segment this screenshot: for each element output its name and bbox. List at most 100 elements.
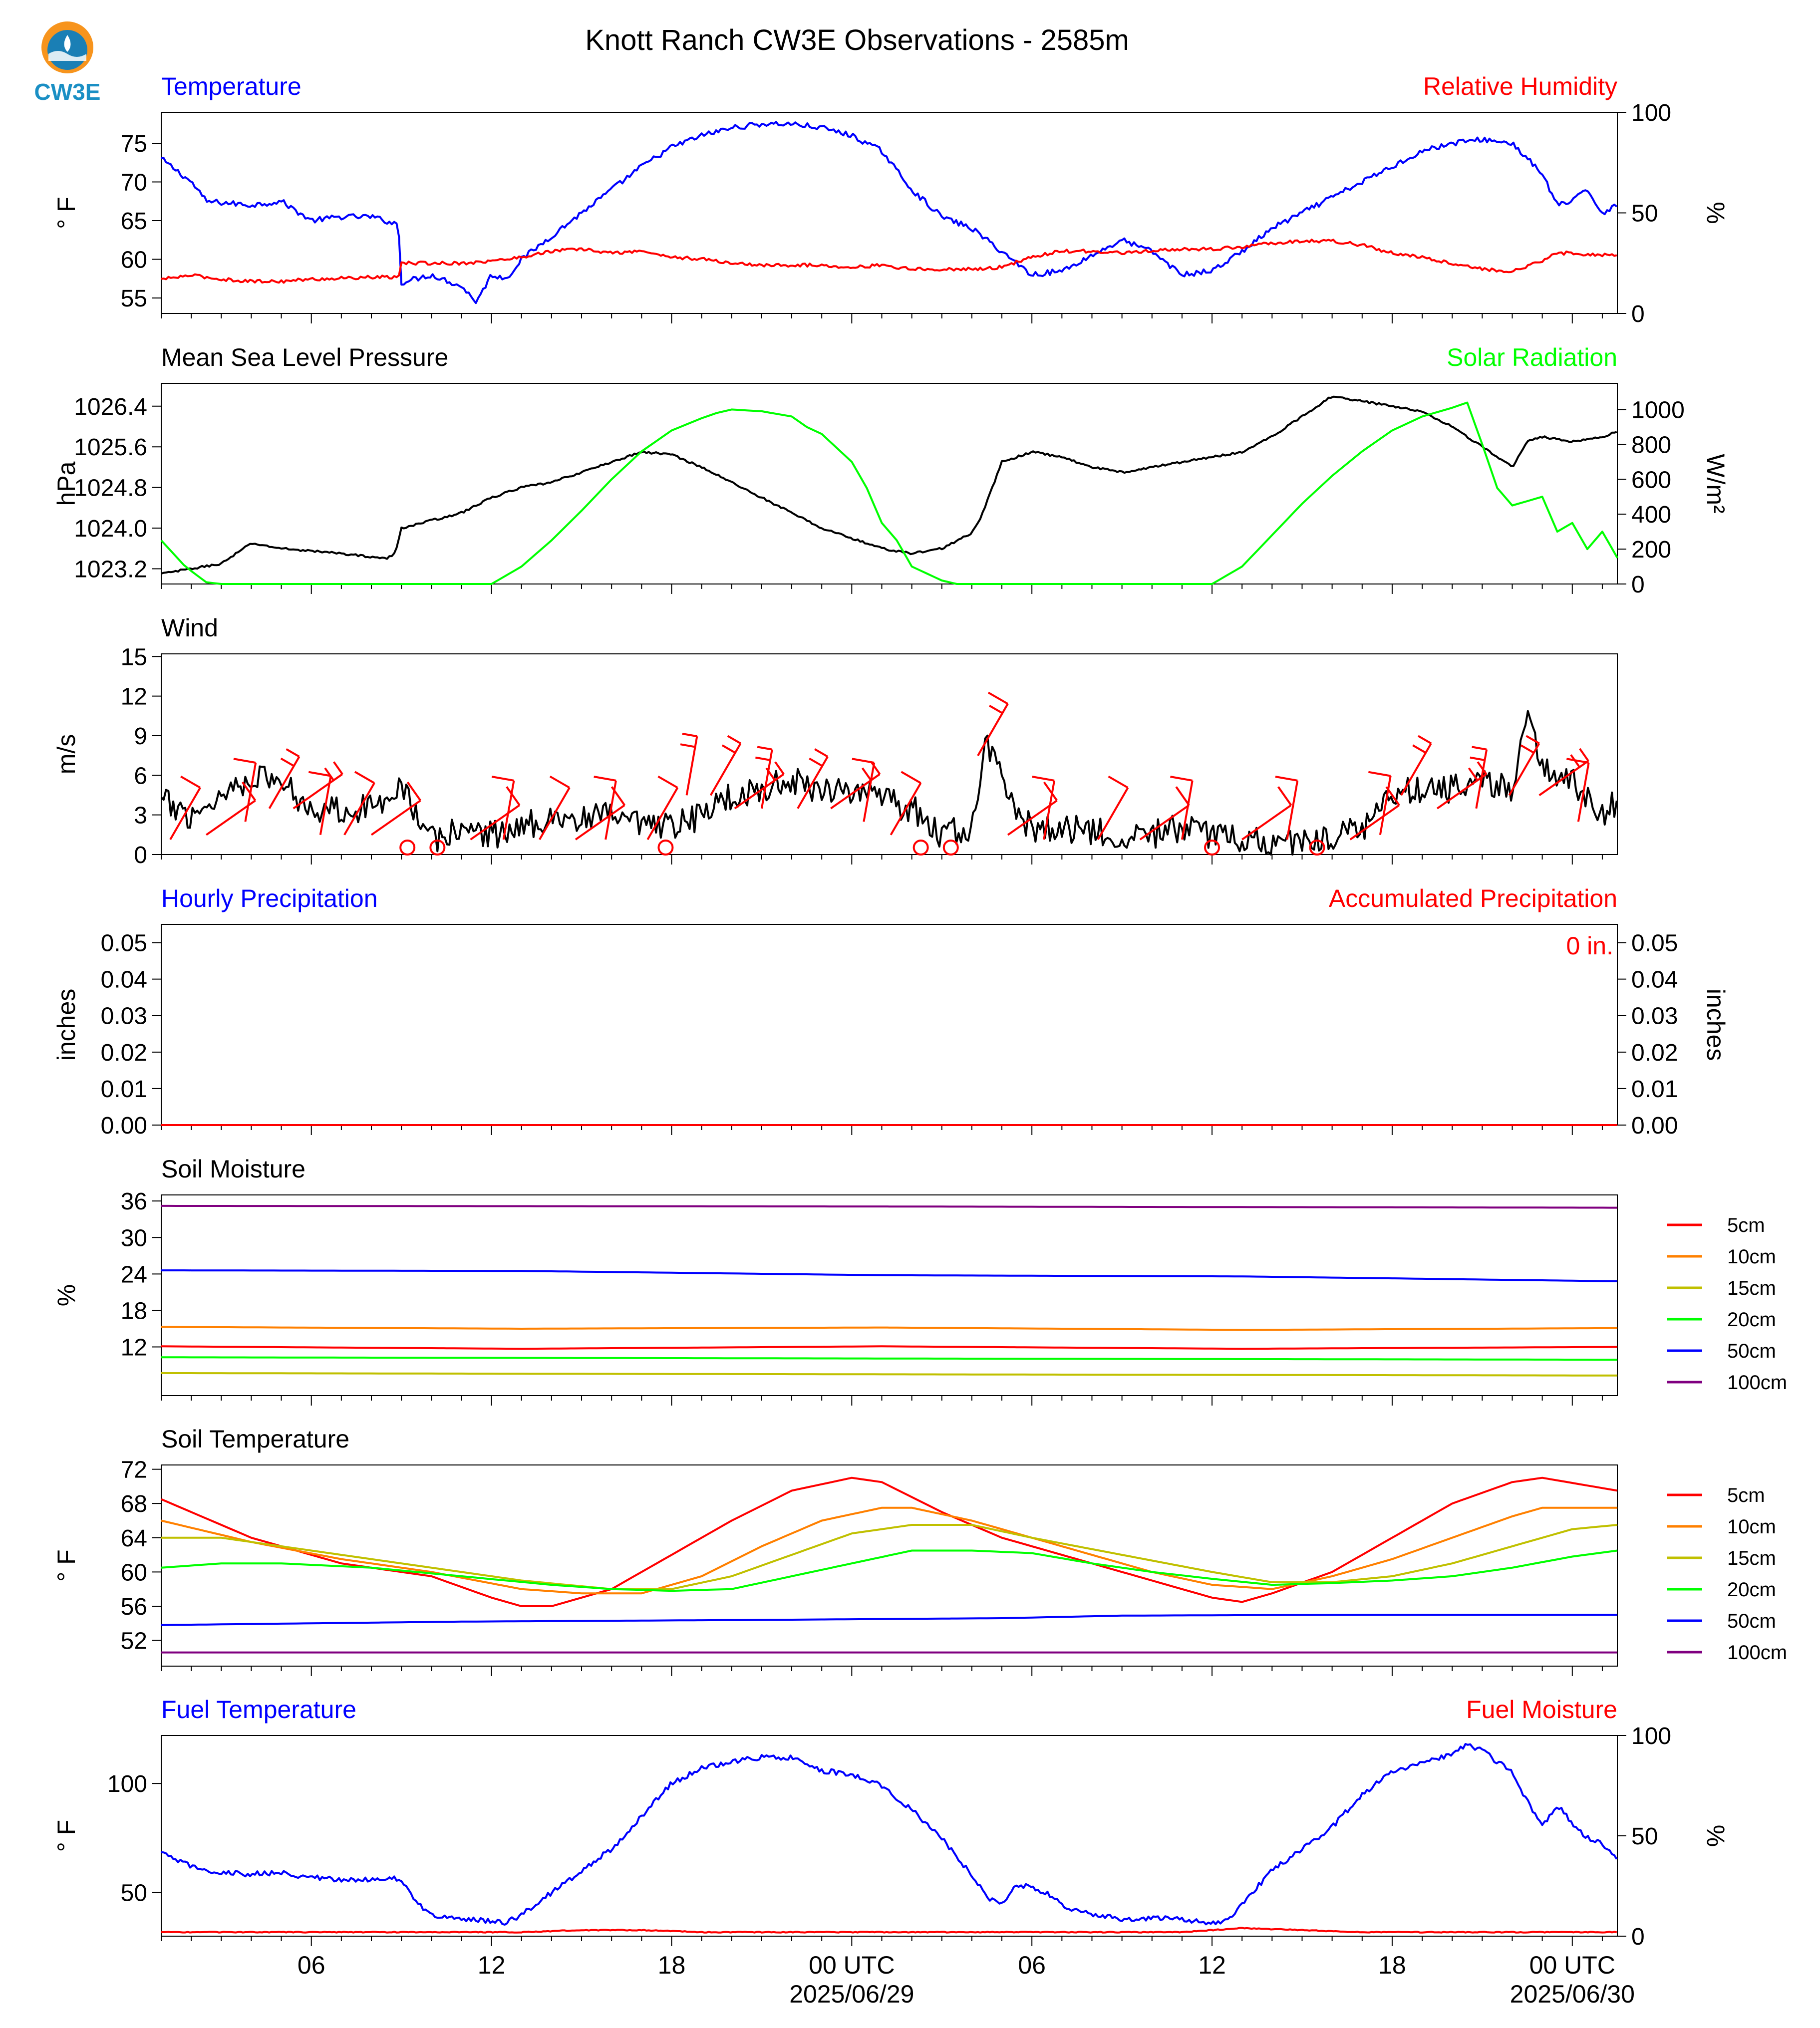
y-axis-label-right: W/m² [1702, 454, 1730, 513]
legend-label: 50cm [1727, 1610, 1776, 1632]
wind-barb-shaft [169, 787, 201, 840]
wind-barb-flag [324, 767, 334, 781]
wind-barb-flag [242, 781, 257, 801]
wind-barb-shaft [268, 756, 301, 809]
y-tick-label-left: 1025.6 [74, 434, 147, 461]
wind-barb-shaft [1139, 804, 1190, 841]
legend-label: 50cm [1727, 1340, 1776, 1362]
y-tick-label-right: 0.05 [1631, 930, 1678, 957]
wind-barb-flag [809, 757, 823, 767]
figure-title: Knott Ranch CW3E Observations - 2585m [585, 24, 1129, 56]
wind-barb-calm [912, 840, 929, 856]
wind-barb-flag [755, 756, 771, 761]
y-tick-label-left: 1023.2 [74, 556, 147, 582]
y-tick-label-right: 400 [1631, 502, 1671, 528]
y-tick-label-left: 12 [121, 1335, 147, 1361]
panel-title-left: Soil Moisture [161, 1155, 305, 1183]
y-tick-label-left: 15 [121, 644, 147, 670]
wind-barb-calm [429, 840, 446, 856]
y-tick-label-right: 100 [1631, 100, 1671, 126]
wind-barb-calm [657, 840, 674, 856]
series-line [160, 710, 1618, 856]
wind-barb-flag [657, 775, 678, 789]
x-tick-label: 00 UTC [1529, 1951, 1615, 1979]
y-tick-label-left: 64 [121, 1525, 147, 1552]
x-date-label: 2025/06/29 [789, 1980, 914, 2008]
wind-barb-calm [942, 840, 959, 856]
wind-barb-flag [286, 748, 300, 758]
y-tick-label-right: 0.00 [1631, 1113, 1678, 1139]
wind-barb-flag [1412, 744, 1427, 754]
y-axis-label-left: m/s [52, 734, 80, 775]
y-axis-label-left: hPa [52, 461, 80, 506]
y-tick-label-left: 55 [121, 286, 147, 312]
panel-title-left: Fuel Temperature [161, 1696, 356, 1724]
wind-barb-flag [682, 732, 697, 738]
panel-title-right: Accumulated Precipitation [1329, 884, 1617, 912]
panel-soil_temperature: Soil Temperature 52 56 60 64 68 72 ° F 5cm 10cm 15… [52, 1425, 1787, 1676]
wind-barb-flag [727, 735, 741, 745]
wind-barb-shaft [1097, 787, 1129, 840]
y-tick-label-left: 6 [134, 763, 147, 789]
y-tick-label-right: 0.02 [1631, 1040, 1678, 1066]
series-line-15cm [161, 1372, 1617, 1377]
wind-barb-flag [1579, 748, 1589, 762]
wind-barb-flag [1472, 746, 1487, 751]
wind-barb-flag [594, 776, 616, 782]
legend-label: 10cm [1727, 1516, 1776, 1538]
x-date-label: 2025/06/30 [1510, 1980, 1635, 2008]
wind-barb-flag [233, 758, 256, 764]
y-tick-label-right: 800 [1631, 432, 1671, 458]
wind-barb-flag [333, 761, 343, 775]
series-line-5cm [161, 1345, 1618, 1350]
y-tick-label-right: 1000 [1631, 397, 1685, 423]
logo-text: CW3E [34, 79, 101, 105]
wind-barb-calm [1204, 840, 1220, 856]
wind-barb-flag [1477, 761, 1488, 775]
wind-barb-shaft [1241, 804, 1292, 841]
wind-barb-shaft [1508, 743, 1540, 796]
wind-barb-flag [861, 767, 872, 781]
panel-wind: Wind 0 3 6 9 12 15 m/s [52, 614, 1618, 869]
wind-barb-shaft [890, 782, 922, 836]
y-axis-label-left: % [52, 1284, 80, 1306]
y-tick-label-left: 1026.4 [74, 394, 147, 420]
wind-barb-flag [1520, 744, 1534, 754]
panels: Temperature Relative Humidity5560657075° … [52, 72, 1787, 2008]
panel-title-left: Temperature [161, 72, 302, 100]
wind-barb-shaft [575, 804, 625, 841]
y-tick-label-left: 30 [121, 1225, 147, 1251]
y-tick-label-left: 50 [121, 1880, 147, 1907]
legend-label: 5cm [1727, 1214, 1765, 1236]
wind-barb-flag [406, 781, 421, 801]
x-tick-label: 18 [1378, 1951, 1406, 1979]
panel-title-right: Fuel Moisture [1466, 1696, 1617, 1724]
y-tick-label-right: 200 [1631, 537, 1671, 563]
x-tick-label: 00 UTC [809, 1951, 895, 1979]
wind-barb-flag [491, 776, 514, 782]
y-tick-label-right: 0 [1631, 1924, 1645, 1950]
wind-barb-flag [180, 775, 201, 789]
legend-label: 5cm [1727, 1484, 1765, 1506]
y-tick-label-left: 0.05 [101, 930, 147, 957]
y-tick-label-left: 56 [121, 1594, 147, 1620]
y-tick-label-left: 72 [121, 1457, 147, 1483]
series-line [161, 1927, 1617, 1934]
series-line [161, 395, 1617, 575]
y-axis-label-left: ° F [52, 1820, 80, 1852]
plot-frame [161, 1194, 1618, 1396]
wind-barb-shaft [539, 787, 571, 840]
y-tick-label-right: 0 [1631, 301, 1645, 327]
y-tick-label-left: 1024.0 [74, 516, 147, 542]
wind-barb-flag [814, 748, 829, 758]
panel-title-right: Solar Radiation [1447, 343, 1617, 371]
y-tick-label-right: 0.03 [1631, 1003, 1678, 1030]
legend-label: 20cm [1727, 1579, 1776, 1601]
y-tick-label-left: 24 [121, 1261, 147, 1288]
y-tick-label-left: 0.01 [101, 1076, 147, 1103]
y-tick-label-left: 100 [107, 1771, 147, 1797]
legend: 5cm 10cm 15cm 20cm 50cm 100cm [1667, 1484, 1787, 1664]
y-tick-label-left: 75 [121, 131, 147, 157]
wind-barb-shaft [1181, 780, 1194, 840]
y-tick-label-left: 0 [134, 842, 147, 869]
